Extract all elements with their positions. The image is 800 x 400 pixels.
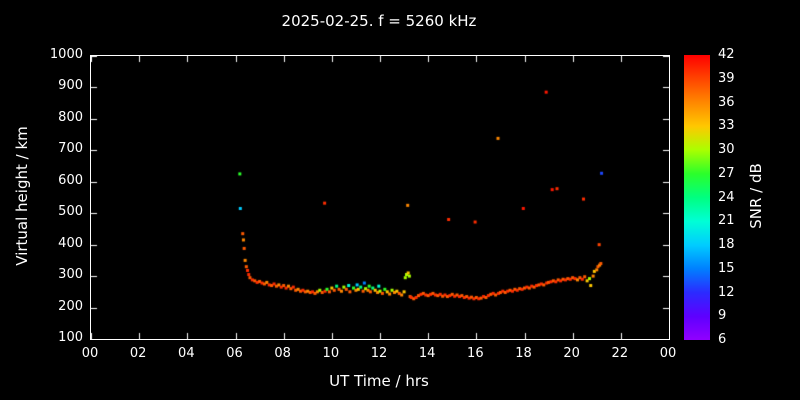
x-tick-label: 06 (226, 346, 243, 361)
colorbar-tick-label: 24 (718, 189, 735, 205)
x-tick-label: 18 (515, 346, 532, 361)
x-tick-label: 02 (129, 346, 147, 361)
colorbar-tick-label: 42 (718, 47, 735, 62)
y-tick-label: 900 (58, 78, 83, 94)
colorbar (684, 55, 710, 340)
x-tick-label: 16 (467, 346, 484, 361)
y-tick-label: 700 (58, 141, 83, 157)
colorbar-tick-label: 6 (718, 332, 727, 347)
colorbar-tick-label: 15 (718, 260, 735, 276)
x-axis-label: UT Time / hrs (329, 372, 429, 390)
colorbar-tick-label: 9 (718, 308, 727, 324)
x-tick-label: 08 (274, 346, 291, 361)
colorbar-tick-label: 39 (718, 70, 735, 86)
y-tick-label: 600 (58, 172, 83, 188)
x-tick-label: 00 (659, 346, 677, 361)
chart-title: 2025-02-25. f = 5260 kHz (281, 12, 477, 30)
x-tick-label: 22 (611, 346, 629, 361)
colorbar-axis-label: SNR / dB (747, 163, 765, 229)
y-tick-label: 100 (58, 330, 83, 345)
colorbar-tick-label: 33 (718, 118, 735, 134)
plot-area (90, 55, 670, 340)
colorbar-tick-label: 27 (718, 165, 735, 181)
x-tick-label: 12 (370, 346, 388, 361)
x-tick-label: 14 (418, 346, 436, 361)
colorbar-tick-label: 30 (718, 142, 735, 157)
y-tick-label: 500 (58, 204, 83, 220)
colorbar-tick-label: 36 (718, 94, 735, 110)
colorbar-tick-label: 21 (718, 213, 735, 229)
x-tick-label: 04 (178, 346, 195, 361)
x-tick-label: 20 (563, 346, 580, 361)
colorbar-tick-label: 12 (718, 284, 735, 300)
y-tick-label: 800 (58, 109, 83, 125)
y-tick-label: 300 (58, 267, 83, 283)
x-tick-label: 10 (322, 346, 340, 361)
y-tick-label: 200 (58, 298, 83, 314)
y-tick-label: 400 (58, 235, 83, 251)
x-tick-label: 00 (81, 346, 99, 361)
y-tick-label: 1000 (49, 47, 83, 62)
y-axis-label: Virtual height / km (13, 126, 31, 266)
colorbar-tick-label: 18 (718, 237, 735, 252)
scatter-canvas (91, 56, 669, 339)
colorbar-gradient (684, 55, 710, 340)
